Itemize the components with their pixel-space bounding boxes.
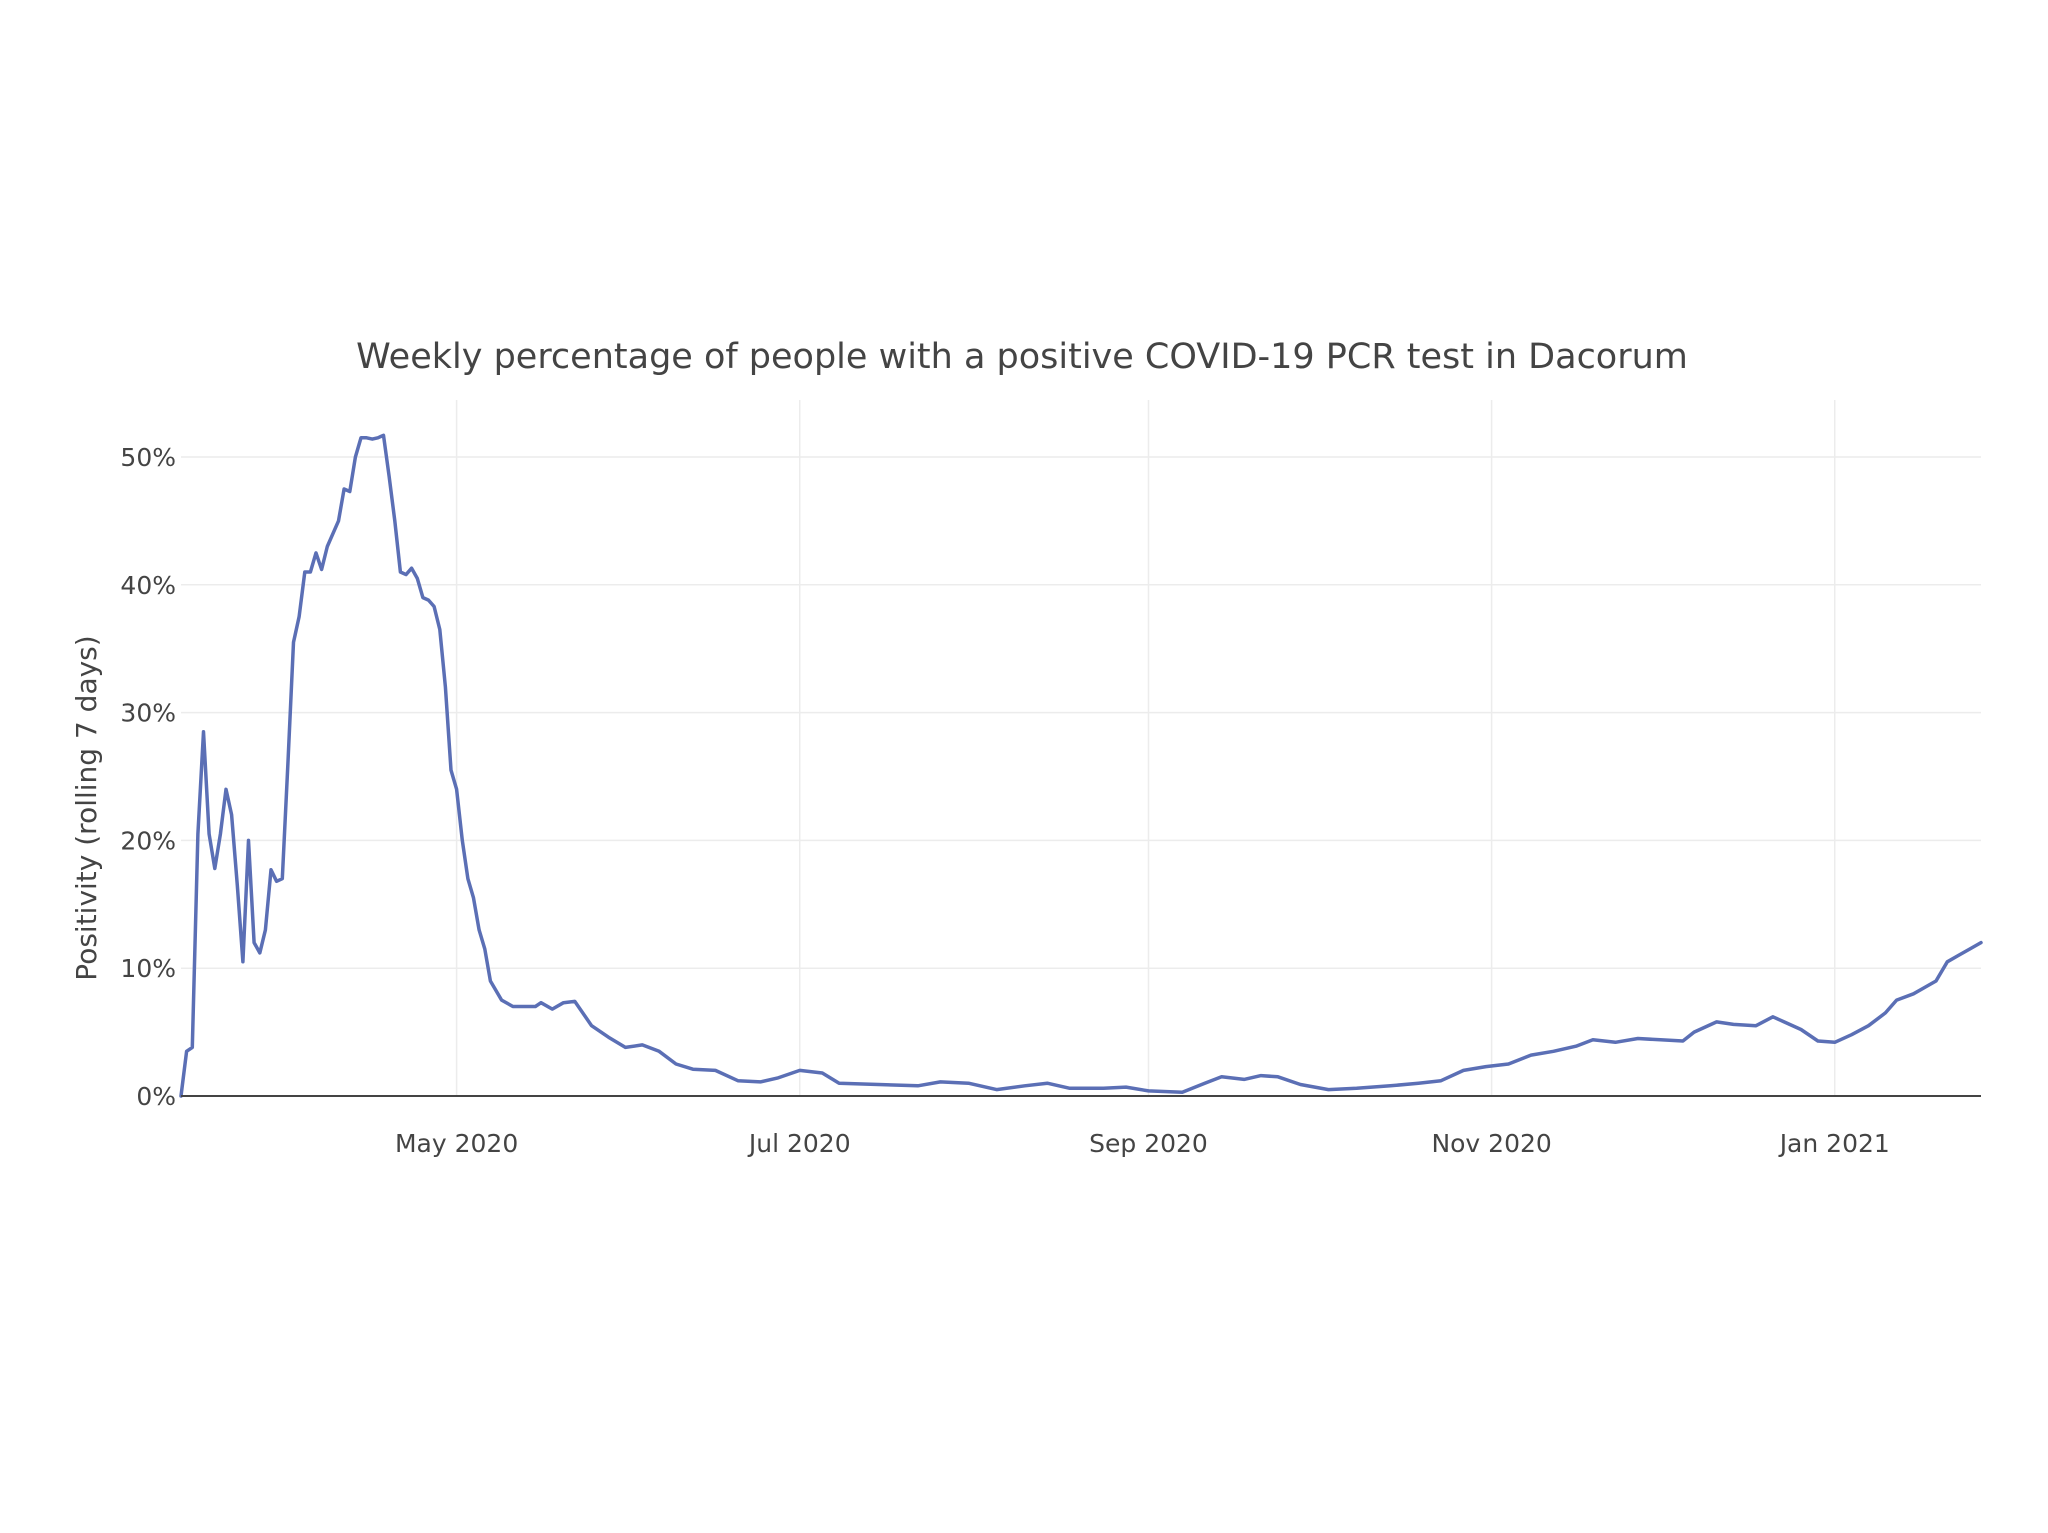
y-tick-label: 50% [120,443,176,472]
y-axis-ticks: 0% 10% 20% 30% 40% 50% [120,443,176,1111]
y-tick-label: 10% [120,954,176,983]
y-tick-label: 0% [136,1082,176,1111]
y-axis-label: Positivity (rolling 7 days) [70,635,103,980]
y-tick-label: 40% [120,571,176,600]
y-tick-label: 20% [120,826,176,855]
chart-title: Weekly percentage of people with a posit… [356,337,1688,377]
grid-lines [181,400,1981,1096]
x-tick-label: Jul 2020 [747,1129,851,1158]
x-tick-label: Sep 2020 [1089,1129,1208,1158]
x-axis-ticks: May 2020 Jul 2020 Sep 2020 Nov 2020 Jan 2021 [395,1129,1890,1158]
y-tick-label: 30% [120,699,176,728]
x-tick-label: Nov 2020 [1431,1129,1551,1158]
positivity-line [179,433,1983,1098]
x-tick-label: May 2020 [395,1129,518,1158]
x-tick-label: Jan 2021 [1778,1129,1890,1158]
